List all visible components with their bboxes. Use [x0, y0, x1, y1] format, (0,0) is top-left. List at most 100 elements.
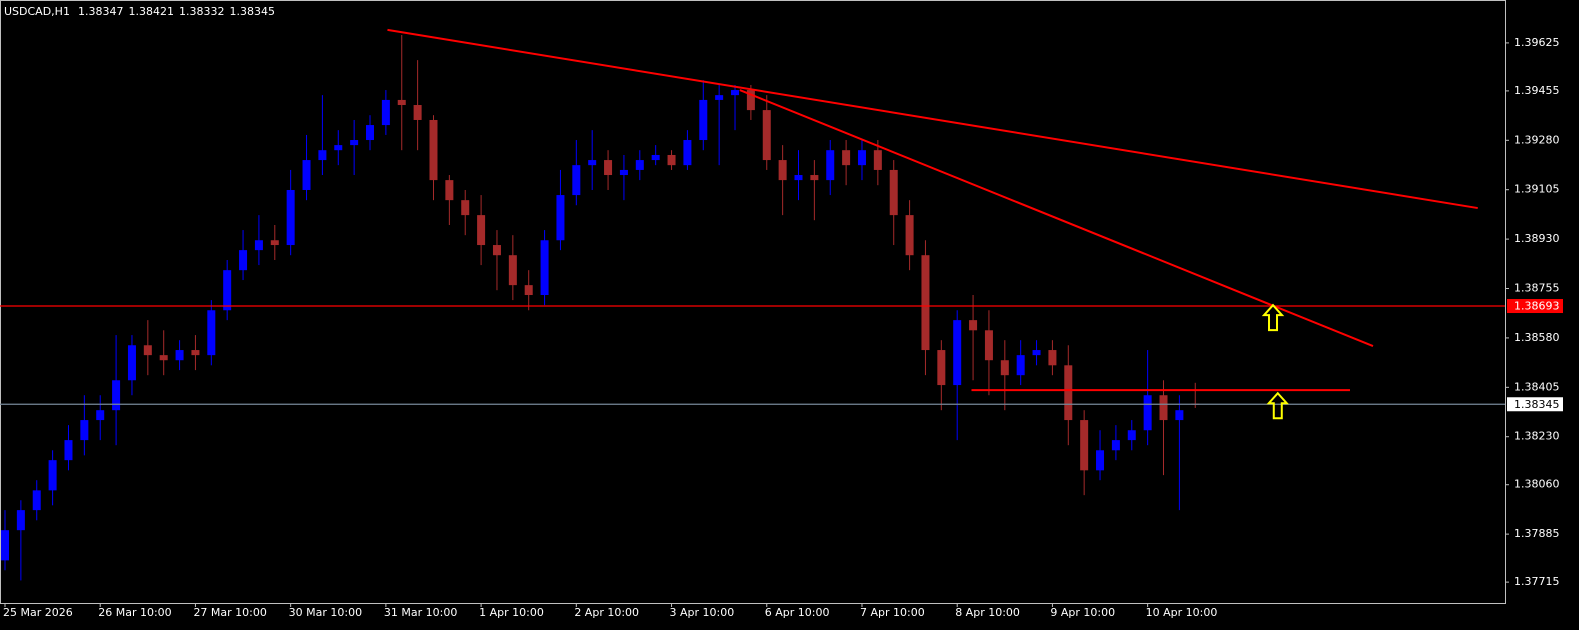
candle-body — [937, 350, 946, 386]
trendline — [387, 28, 1478, 210]
x-tick-label: 25 Mar 2026 — [3, 606, 73, 619]
candle-body — [556, 195, 565, 241]
y-tick-label: 1.38060 — [1514, 478, 1560, 491]
y-tick-label: 1.38930 — [1514, 232, 1560, 245]
y-tick-label: 1.39455 — [1514, 84, 1560, 97]
price-label: 1.38693 — [1514, 300, 1560, 313]
candle-body — [1032, 350, 1041, 356]
header-value: 1.38421 — [128, 5, 174, 18]
candle-body — [223, 270, 232, 311]
candle-body — [286, 189, 295, 246]
candle-body — [1048, 350, 1057, 366]
y-tick-label: 1.38405 — [1514, 380, 1560, 393]
candle-body — [461, 200, 470, 216]
header-value: 1.38347 — [78, 5, 124, 18]
candle-body — [540, 240, 549, 296]
y-tick-label: 1.37885 — [1514, 527, 1560, 540]
candle-body — [889, 169, 898, 216]
candle-body — [318, 150, 327, 161]
price-label: 1.38345 — [1514, 398, 1560, 411]
candle-body — [397, 99, 406, 106]
header-value: 1.38345 — [229, 5, 275, 18]
chart-header: USDCAD,H1 1.38347 1.38421 1.38332 1.38345 — [4, 5, 275, 18]
x-tick-label: 9 Apr 10:00 — [1050, 606, 1115, 619]
candle-body — [270, 240, 279, 246]
candle-body — [508, 255, 517, 286]
x-tick-label: 26 Mar 10:00 — [98, 606, 171, 619]
y-tick-label: 1.38755 — [1514, 282, 1560, 295]
y-tick-label: 1.38580 — [1514, 331, 1560, 344]
header-value: USDCAD,H1 — [4, 5, 70, 18]
candle-body — [1159, 395, 1168, 421]
candle-body — [445, 180, 454, 201]
header-value: 1.38332 — [179, 5, 225, 18]
candle-body — [1143, 395, 1152, 431]
candle-body — [1064, 365, 1073, 421]
candle-body — [159, 355, 168, 361]
candle-body — [80, 420, 89, 441]
candle-body — [762, 110, 771, 161]
candle-body — [810, 175, 819, 181]
candle-body — [572, 165, 581, 196]
plot-frame — [0, 0, 1506, 604]
candle-body — [1016, 355, 1025, 376]
candle-body — [604, 160, 613, 176]
candle-body — [32, 490, 41, 511]
candle-body — [254, 240, 263, 251]
candle-body — [842, 150, 851, 166]
candle-body — [112, 380, 121, 411]
candle-body — [1175, 410, 1184, 421]
candle-body — [619, 169, 628, 176]
candle-body — [64, 440, 73, 461]
x-tick-label: 27 Mar 10:00 — [193, 606, 266, 619]
x-tick-label: 8 Apr 10:00 — [955, 606, 1020, 619]
candle-body — [1127, 430, 1136, 441]
candle-body — [191, 350, 200, 356]
candle-body — [699, 99, 708, 141]
candle-body — [715, 95, 724, 100]
x-tick-label: 6 Apr 10:00 — [765, 606, 830, 619]
candle-body — [334, 145, 343, 151]
candle-body — [492, 245, 501, 256]
candle-body — [175, 350, 184, 361]
x-tick-label: 7 Apr 10:00 — [860, 606, 925, 619]
trendline — [739, 89, 1374, 348]
candle-body — [413, 105, 422, 120]
candle-body — [239, 250, 248, 271]
y-tick-label: 1.39280 — [1514, 133, 1560, 146]
candle-body — [127, 345, 136, 381]
candle-body — [635, 160, 644, 170]
candle-body — [96, 410, 105, 421]
x-tick-label: 2 Apr 10:00 — [574, 606, 639, 619]
candle-body — [1, 530, 9, 561]
candle-body — [731, 90, 740, 96]
candle-body — [1000, 360, 1009, 376]
x-tick-label: 30 Mar 10:00 — [289, 606, 362, 619]
candle-body — [1096, 450, 1105, 471]
candle-body — [984, 330, 993, 361]
candle-body — [778, 160, 787, 181]
arrow-up — [1266, 391, 1290, 420]
candle-body — [1080, 420, 1089, 471]
candle-body — [429, 119, 438, 181]
candle-body — [873, 150, 882, 170]
candle-body — [667, 154, 676, 166]
x-tick-label: 31 Mar 10:00 — [384, 606, 457, 619]
candle-body — [366, 125, 375, 141]
candle-body — [143, 345, 152, 356]
x-tick-label: 3 Apr 10:00 — [670, 606, 735, 619]
candle-body — [921, 255, 930, 351]
candle-body — [477, 215, 486, 246]
candle-body — [826, 150, 835, 181]
candle-body — [207, 310, 216, 356]
y-tick-label: 1.39105 — [1514, 183, 1560, 196]
candle-body — [1111, 440, 1120, 451]
candle-body — [969, 320, 978, 331]
y-tick-label: 1.37715 — [1514, 575, 1560, 588]
x-tick-label: 10 Apr 10:00 — [1146, 606, 1218, 619]
candle-body — [953, 320, 962, 386]
candle-body — [588, 160, 597, 166]
candle-body — [16, 510, 25, 531]
